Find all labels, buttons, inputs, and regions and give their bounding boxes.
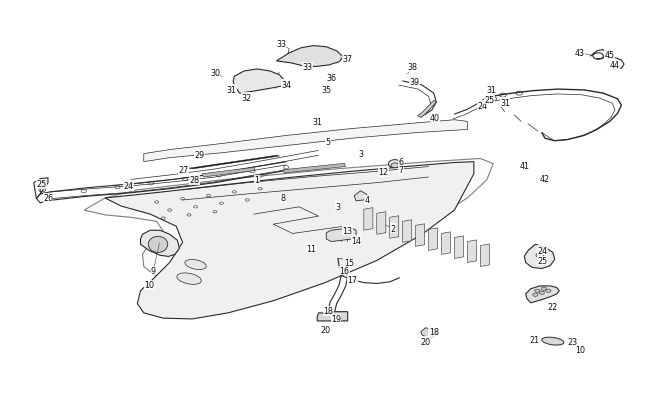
- Polygon shape: [144, 120, 467, 162]
- Text: 44: 44: [610, 61, 620, 70]
- Text: 11: 11: [306, 244, 316, 253]
- Circle shape: [535, 290, 540, 292]
- Polygon shape: [467, 240, 476, 263]
- Polygon shape: [377, 212, 386, 234]
- Text: 20: 20: [421, 337, 430, 346]
- Text: 18: 18: [429, 328, 439, 337]
- Circle shape: [389, 160, 401, 168]
- Text: 2: 2: [391, 224, 395, 233]
- Polygon shape: [525, 245, 554, 269]
- Polygon shape: [441, 232, 450, 255]
- Text: 3: 3: [358, 150, 363, 159]
- Text: 20: 20: [320, 325, 330, 334]
- Ellipse shape: [542, 337, 564, 345]
- Text: 8: 8: [280, 194, 285, 203]
- Text: 17: 17: [347, 275, 358, 284]
- Polygon shape: [276, 47, 343, 67]
- Text: 34: 34: [281, 81, 291, 90]
- Circle shape: [546, 290, 551, 292]
- Polygon shape: [202, 168, 255, 177]
- Text: 45: 45: [604, 51, 615, 60]
- Text: 18: 18: [323, 307, 333, 315]
- Text: 31: 31: [312, 117, 322, 126]
- Text: 25: 25: [538, 256, 547, 265]
- Text: 19: 19: [331, 315, 341, 324]
- Text: 41: 41: [519, 162, 529, 171]
- Circle shape: [540, 291, 545, 294]
- Polygon shape: [354, 191, 367, 201]
- Polygon shape: [317, 312, 348, 321]
- Ellipse shape: [148, 237, 168, 253]
- Text: 23: 23: [567, 337, 577, 346]
- Text: 33: 33: [302, 63, 313, 72]
- Polygon shape: [390, 216, 399, 239]
- Text: 21: 21: [529, 335, 539, 344]
- Text: 31: 31: [500, 98, 510, 107]
- Text: 10: 10: [576, 345, 586, 354]
- Text: 31: 31: [226, 85, 236, 94]
- Text: 9: 9: [151, 266, 156, 275]
- Polygon shape: [428, 228, 437, 251]
- Circle shape: [541, 288, 547, 291]
- Text: 4: 4: [365, 196, 370, 205]
- Polygon shape: [364, 208, 373, 231]
- Text: 3: 3: [335, 202, 341, 211]
- Text: 43: 43: [575, 49, 585, 58]
- Text: 6: 6: [399, 158, 404, 167]
- Text: 29: 29: [194, 151, 205, 160]
- Text: 27: 27: [179, 166, 189, 175]
- Text: 14: 14: [351, 236, 361, 245]
- Text: 7: 7: [399, 166, 404, 175]
- Polygon shape: [454, 236, 463, 259]
- Text: 28: 28: [189, 176, 200, 185]
- Text: 10: 10: [144, 281, 154, 290]
- Polygon shape: [526, 286, 559, 303]
- Polygon shape: [402, 220, 411, 243]
- Text: 31: 31: [486, 86, 497, 95]
- Ellipse shape: [177, 273, 202, 285]
- Polygon shape: [417, 101, 436, 118]
- Text: 15: 15: [344, 258, 354, 267]
- Text: 36: 36: [326, 74, 337, 83]
- Text: 30: 30: [210, 69, 220, 78]
- Text: 25: 25: [36, 180, 47, 189]
- Text: 40: 40: [430, 113, 440, 123]
- Text: 13: 13: [343, 226, 353, 235]
- Ellipse shape: [185, 260, 206, 270]
- Circle shape: [391, 164, 399, 168]
- Text: 22: 22: [548, 303, 558, 311]
- Polygon shape: [415, 224, 424, 247]
- Text: 16: 16: [339, 266, 350, 275]
- Polygon shape: [326, 228, 356, 242]
- Text: 39: 39: [410, 78, 419, 87]
- Text: 38: 38: [408, 63, 417, 72]
- Text: 24: 24: [538, 246, 547, 255]
- Text: 25: 25: [484, 96, 495, 104]
- Circle shape: [533, 293, 538, 296]
- Polygon shape: [233, 70, 285, 94]
- Text: 24: 24: [477, 102, 488, 111]
- Polygon shape: [140, 231, 179, 257]
- Text: 42: 42: [540, 175, 550, 183]
- Text: 12: 12: [378, 168, 388, 177]
- Polygon shape: [105, 162, 474, 319]
- Polygon shape: [84, 159, 493, 284]
- Text: 5: 5: [326, 138, 331, 147]
- Text: 1: 1: [255, 176, 259, 185]
- Polygon shape: [283, 164, 346, 173]
- Text: 37: 37: [342, 55, 352, 64]
- Text: 24: 24: [124, 182, 134, 191]
- Polygon shape: [189, 156, 280, 170]
- Polygon shape: [480, 244, 489, 267]
- Polygon shape: [421, 328, 437, 337]
- Text: 33: 33: [276, 40, 286, 49]
- Text: 32: 32: [241, 94, 251, 102]
- Text: 26: 26: [43, 194, 53, 203]
- Text: 35: 35: [321, 85, 332, 94]
